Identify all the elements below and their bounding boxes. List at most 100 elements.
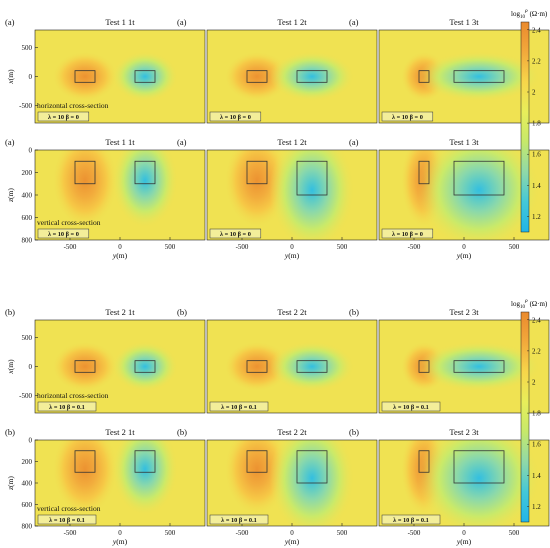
true-model-block [246,450,268,473]
cross-section-annotation: vertical cross-section [37,218,101,227]
parameter-label: λ = 10 β = 0 [48,114,79,121]
true-model-block [134,450,156,473]
parameter-label: λ = 10 β = 0 [220,114,251,121]
true-model-block [418,70,430,83]
x-tick-label: 500 [165,529,176,537]
true-model-block [134,70,156,83]
y-axis-label: z(m) [6,188,15,203]
panel-tag: (b) [5,427,15,437]
y-tick-label: 200 [22,458,33,466]
parameter-label-box [37,401,97,412]
panel-tag: (a) [5,137,15,147]
parameter-label-box [381,514,441,525]
y-tick-label: 800 [22,237,33,245]
y-tick-label: -500 [19,392,32,400]
parameter-label-box [209,401,269,412]
colorbar-tick-label: 1.2 [532,213,541,221]
x-tick-label: 0 [290,529,294,537]
true-model-block [246,70,268,83]
high-resistivity-anomaly [224,341,290,392]
high-resistivity-anomaly [52,150,118,229]
resistivity-field [35,150,205,240]
x-tick-label: 500 [509,529,520,537]
panel-tag: (b) [177,307,187,317]
true-model-block [246,160,268,185]
y-tick-label: 0 [29,147,33,155]
panel-title: Test 1 1t [105,137,135,147]
panel-3-0: Test 2 1t (b) 0 200 400 600 800 z(m) -500 0 500 y(m… [5,427,206,546]
true-model-block [453,360,505,373]
low-resistivity-anomaly [112,51,178,102]
true-model-block [453,160,505,196]
parameter-label: λ = 10 β = 0.1 [221,517,257,524]
x-tick-label: 0 [462,243,466,251]
panel-title: Test 2 2t [277,307,307,317]
panel-1-0: Test 1 1t (a) 0 200 400 600 800 z(m) -500 0 500 y(m… [5,137,206,260]
axes-frame [206,29,378,124]
parameter-label-box [209,228,262,239]
true-model-block [296,160,328,196]
parameter-label-box [209,514,269,525]
panel-tag: (b) [349,307,359,317]
high-resistivity-anomaly [52,440,118,516]
low-resistivity-anomaly [417,341,541,392]
x-tick-label: -500 [236,529,249,537]
panel-title: Test 1 2t [277,137,307,147]
high-resistivity-anomaly [224,51,290,102]
resistivity-field [207,150,377,240]
x-axis-label: y(m) [456,251,472,260]
colorbar-2: 1.2 1.4 1.6 1.8 2 2.2 2.4 log10ρ (Ω·m) [511,298,548,523]
true-model-block [74,450,96,473]
parameter-label-box [37,111,90,122]
true-model-block [296,450,328,484]
x-tick-label: 500 [337,529,348,537]
parameter-label: λ = 10 β = 0 [48,231,79,238]
colorbar-tick-label: 1.8 [532,410,541,418]
y-tick-label: 500 [22,334,33,342]
panel-3-2: Test 2 3t (b) -500 0 500 y(m) λ = 10 β = 0.1 [349,427,550,546]
x-tick-label: 0 [118,243,122,251]
panel-tag: (a) [177,17,187,27]
axes-frame [378,29,550,124]
panel-tag: (b) [349,427,359,437]
panel-title: Test 2 3t [449,307,479,317]
parameter-label: λ = 10 β = 0.1 [393,404,429,411]
parameter-label: λ = 10 β = 0 [392,114,423,121]
panel-2-1: Test 2 2t (b) λ = 10 β = 0.1 [177,307,378,414]
x-axis-label: y(m) [112,537,128,546]
panel-grid: Test 1 1t (a) 500 0 -500 x(m) horizontal cross… [5,17,550,546]
y-tick-label: 400 [22,480,33,488]
low-resistivity-anomaly [269,341,355,392]
panel-tag: (b) [5,307,15,317]
y-tick-label: 200 [22,169,33,177]
parameter-label: λ = 10 β = 0.1 [221,404,257,411]
cross-section-annotation: horizontal cross-section [37,391,109,400]
resistivity-field [207,320,377,413]
x-axis-label: y(m) [284,251,300,260]
high-resistivity-anomaly [52,341,118,392]
low-resistivity-anomaly [269,150,355,240]
panel-1-1: Test 1 2t (a) -500 0 500 y(m) λ = 10 β = 0 [177,137,378,260]
colorbar-tick-label: 2.2 [532,347,541,355]
x-tick-label: -500 [64,529,77,537]
y-tick-label: 0 [29,73,33,81]
panel-title: Test 1 3t [449,137,479,147]
panel-2-2: Test 2 3t (b) λ = 10 β = 0.1 [349,307,550,414]
parameter-label-box [37,228,90,239]
true-model-block [134,160,156,185]
x-tick-label: -500 [236,243,249,251]
axes-frame [378,319,550,414]
y-tick-label: 0 [29,437,33,445]
colorbar-tick-label: 2.4 [532,316,541,324]
low-resistivity-anomaly [269,51,355,102]
colorbar-tick-label: 2.4 [532,26,541,34]
colorbar-tick-label: 1.6 [532,151,541,159]
colorbar-tick-label: 1.4 [532,182,541,190]
colorbar-gradient [520,311,530,523]
true-model-block [246,360,268,373]
true-model-block [74,360,96,373]
panel-title: Test 1 2t [277,17,307,27]
y-axis-label: x(m) [6,69,15,85]
parameter-label: λ = 10 β = 0.1 [49,517,85,524]
